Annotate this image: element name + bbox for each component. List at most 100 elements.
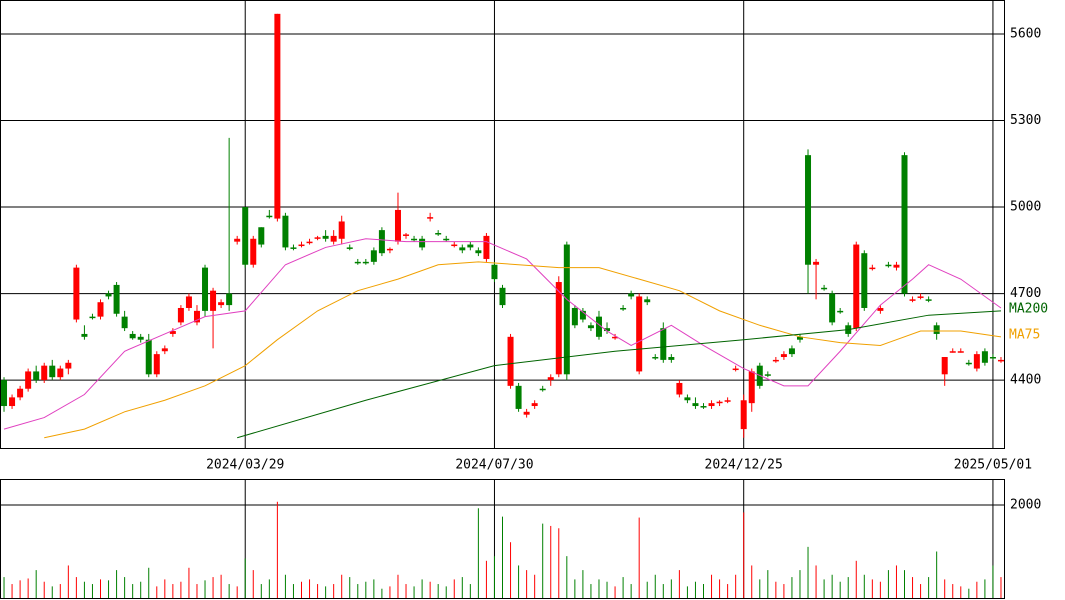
candle-body bbox=[933, 325, 940, 334]
candle-body bbox=[764, 374, 771, 376]
candle-body bbox=[829, 293, 836, 323]
candle-body bbox=[330, 235, 337, 242]
candle-body bbox=[419, 238, 426, 248]
candle-body bbox=[668, 357, 675, 360]
candle-body bbox=[813, 261, 820, 265]
candle-body bbox=[193, 310, 200, 323]
candle-body bbox=[692, 403, 699, 407]
candle-body bbox=[925, 299, 932, 301]
candle-body bbox=[435, 233, 442, 235]
candle-body bbox=[234, 238, 241, 242]
candle-body bbox=[177, 307, 184, 323]
candle-body bbox=[298, 244, 305, 247]
candle-body bbox=[17, 388, 24, 398]
candle-body bbox=[306, 241, 313, 244]
candle-body bbox=[555, 282, 562, 375]
moving-average bbox=[237, 310, 1002, 439]
candle-body bbox=[965, 362, 972, 365]
x-tick-label: 2025/05/01 bbox=[954, 458, 1032, 473]
candle-body bbox=[973, 354, 980, 369]
candle-body bbox=[41, 365, 48, 381]
candle-body bbox=[258, 227, 265, 245]
candle-body bbox=[620, 307, 627, 310]
candle-body bbox=[73, 267, 80, 320]
candle-body bbox=[210, 290, 217, 311]
candle-body bbox=[571, 307, 578, 326]
candle-body bbox=[459, 247, 466, 251]
candle-body bbox=[708, 403, 715, 407]
candle-body bbox=[226, 293, 233, 306]
candle-body bbox=[732, 368, 739, 371]
candle-body bbox=[282, 215, 289, 248]
y-tick-label: 4400 bbox=[1010, 373, 1041, 388]
x-tick-label: 2024/03/29 bbox=[206, 458, 284, 473]
candle-body bbox=[660, 328, 667, 360]
candle-body bbox=[941, 357, 948, 375]
candle-body bbox=[9, 397, 16, 407]
candle-body bbox=[628, 293, 635, 297]
candle-body bbox=[780, 354, 787, 358]
candle-body bbox=[451, 244, 458, 247]
candle-body bbox=[805, 155, 812, 265]
candle-body bbox=[523, 411, 530, 415]
candle-body bbox=[885, 264, 892, 267]
candle-body bbox=[427, 217, 434, 219]
y-tick-label: 5600 bbox=[1010, 27, 1041, 42]
candle-body bbox=[491, 264, 498, 280]
candle-body bbox=[378, 230, 385, 254]
candle-body bbox=[483, 235, 490, 259]
candle-body bbox=[290, 247, 297, 249]
candle-body bbox=[957, 351, 964, 353]
candle-body bbox=[475, 250, 482, 254]
candle-body bbox=[33, 371, 40, 381]
candle-body bbox=[587, 325, 594, 329]
candle-body bbox=[354, 261, 361, 264]
candle-body bbox=[724, 400, 731, 402]
candle-body bbox=[676, 382, 683, 395]
candle-body bbox=[169, 331, 176, 334]
candle-body bbox=[684, 397, 691, 401]
candle-body bbox=[901, 155, 908, 294]
candle-body bbox=[917, 296, 924, 298]
candle-body bbox=[595, 316, 602, 337]
candle-body bbox=[49, 365, 56, 378]
candle-body bbox=[274, 13, 281, 219]
candle-body bbox=[218, 302, 225, 306]
y-tick-label: 5000 bbox=[1010, 200, 1041, 215]
candle-body bbox=[869, 267, 876, 270]
candle-body bbox=[370, 250, 377, 262]
ma-label: MA200 bbox=[1009, 301, 1048, 316]
candle-body bbox=[362, 261, 369, 264]
candle-body bbox=[652, 357, 659, 359]
candle-body bbox=[644, 299, 651, 303]
candle-body bbox=[700, 406, 707, 408]
candle-body bbox=[161, 348, 168, 352]
candle-body bbox=[981, 351, 988, 363]
candle-body bbox=[443, 238, 450, 241]
candle-body bbox=[65, 362, 72, 369]
candle-body bbox=[861, 253, 868, 308]
candle-body bbox=[989, 357, 996, 359]
candle-body bbox=[394, 209, 401, 242]
y-tick-label: 5300 bbox=[1010, 113, 1041, 128]
price-frame bbox=[0, 0, 1005, 449]
candle-body bbox=[515, 385, 522, 409]
candle-body bbox=[105, 293, 112, 297]
ma-label: MA75 bbox=[1009, 327, 1040, 342]
candle-body bbox=[949, 351, 956, 353]
candle-body bbox=[1, 380, 8, 407]
candle-body bbox=[322, 235, 329, 239]
candle-body bbox=[893, 264, 900, 268]
candle-body bbox=[740, 400, 747, 430]
candle-body bbox=[121, 316, 128, 329]
candle-body bbox=[716, 401, 723, 404]
candle-body bbox=[97, 302, 104, 317]
candle-body bbox=[137, 336, 144, 340]
candle-body bbox=[796, 336, 803, 340]
candle-body bbox=[507, 336, 514, 386]
candle-body bbox=[81, 333, 88, 337]
candle-body bbox=[145, 339, 152, 375]
candle-body bbox=[250, 238, 257, 265]
candle-body bbox=[748, 371, 755, 404]
